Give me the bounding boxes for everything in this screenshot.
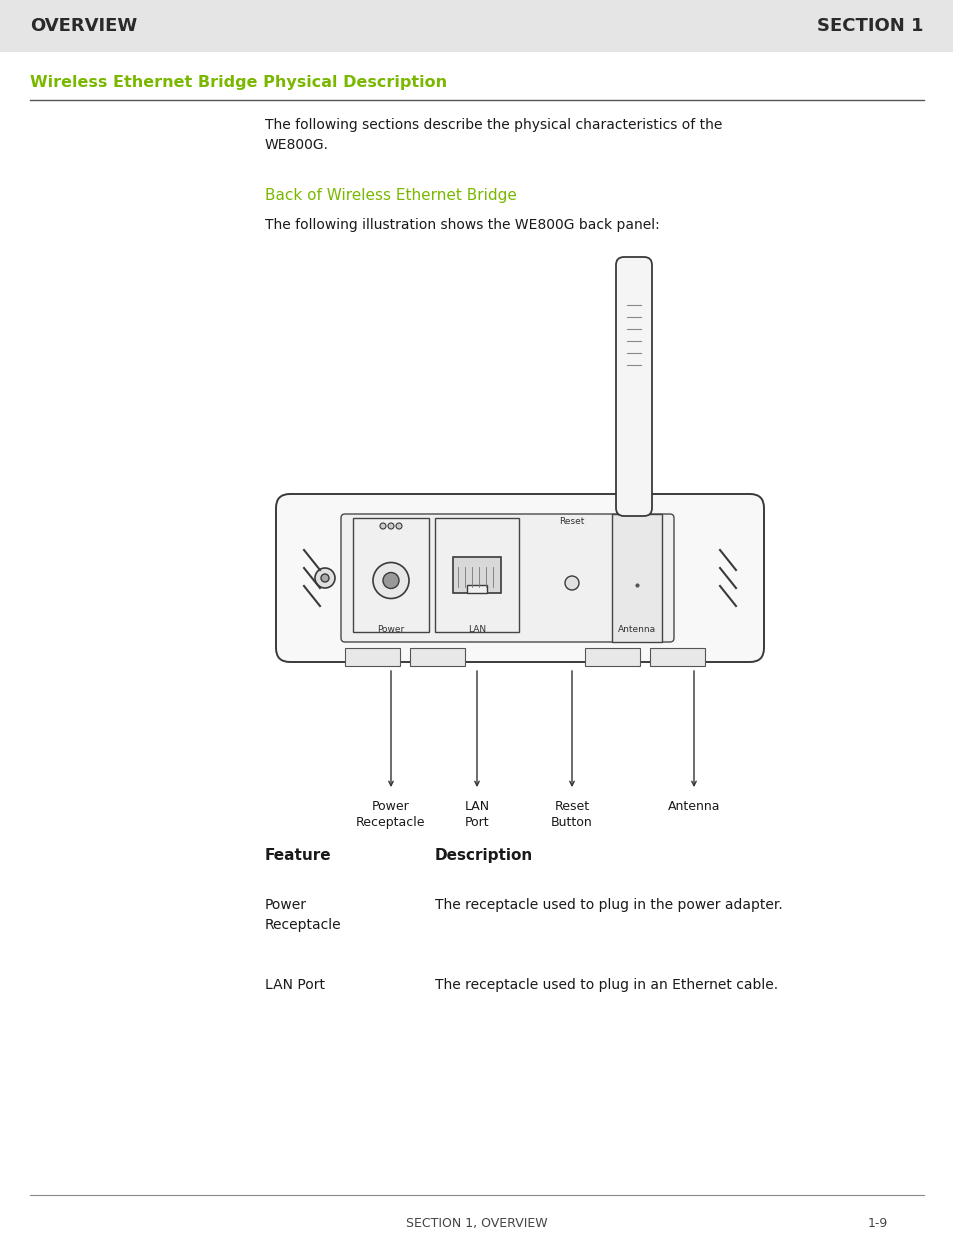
Text: 1-9: 1-9 [867,1216,887,1230]
FancyBboxPatch shape [616,257,651,516]
Bar [453,557,500,593]
Bar [612,514,661,642]
FancyBboxPatch shape [340,514,673,642]
Text: The following sections describe the physical characteristics of the
WE800G.: The following sections describe the phys… [265,119,721,152]
Text: SECTION 1: SECTION 1 [817,17,923,35]
Text: SECTION 1, OVERVIEW: SECTION 1, OVERVIEW [406,1216,547,1230]
Text: LAN
Port: LAN Port [464,800,489,829]
Bar [345,648,399,666]
Circle shape [314,568,335,588]
Bar [584,648,639,666]
Text: Back of Wireless Ethernet Bridge: Back of Wireless Ethernet Bridge [265,188,517,203]
Circle shape [320,574,329,582]
Text: Power
Receptacle: Power Receptacle [355,800,425,829]
Bar [467,585,486,593]
Text: Reset: Reset [558,517,584,526]
Text: Feature: Feature [265,848,332,863]
Text: OVERVIEW: OVERVIEW [30,17,137,35]
Text: The receptacle used to plug in the power adapter.: The receptacle used to plug in the power… [435,898,781,911]
Text: The following illustration shows the WE800G back panel:: The following illustration shows the WE8… [265,219,659,232]
Circle shape [373,562,409,599]
Bar [410,648,464,666]
Bar [0,0,953,52]
Text: Antenna: Antenna [618,625,656,634]
Bar [649,648,704,666]
Text: Description: Description [435,848,533,863]
Circle shape [382,573,398,589]
Circle shape [395,522,401,529]
Text: Antenna: Antenna [667,800,720,813]
Text: Reset
Button: Reset Button [551,800,592,829]
FancyBboxPatch shape [435,517,518,632]
Text: Power: Power [377,625,404,634]
Circle shape [379,522,386,529]
Circle shape [388,522,394,529]
Text: LAN Port: LAN Port [265,978,325,992]
Circle shape [564,576,578,590]
Text: Power
Receptacle: Power Receptacle [265,898,341,931]
FancyBboxPatch shape [275,494,763,662]
Text: Wireless Ethernet Bridge Physical Description: Wireless Ethernet Bridge Physical Descri… [30,75,447,90]
Text: LAN: LAN [468,625,485,634]
Text: The receptacle used to plug in an Ethernet cable.: The receptacle used to plug in an Ethern… [435,978,778,992]
FancyBboxPatch shape [353,517,429,632]
